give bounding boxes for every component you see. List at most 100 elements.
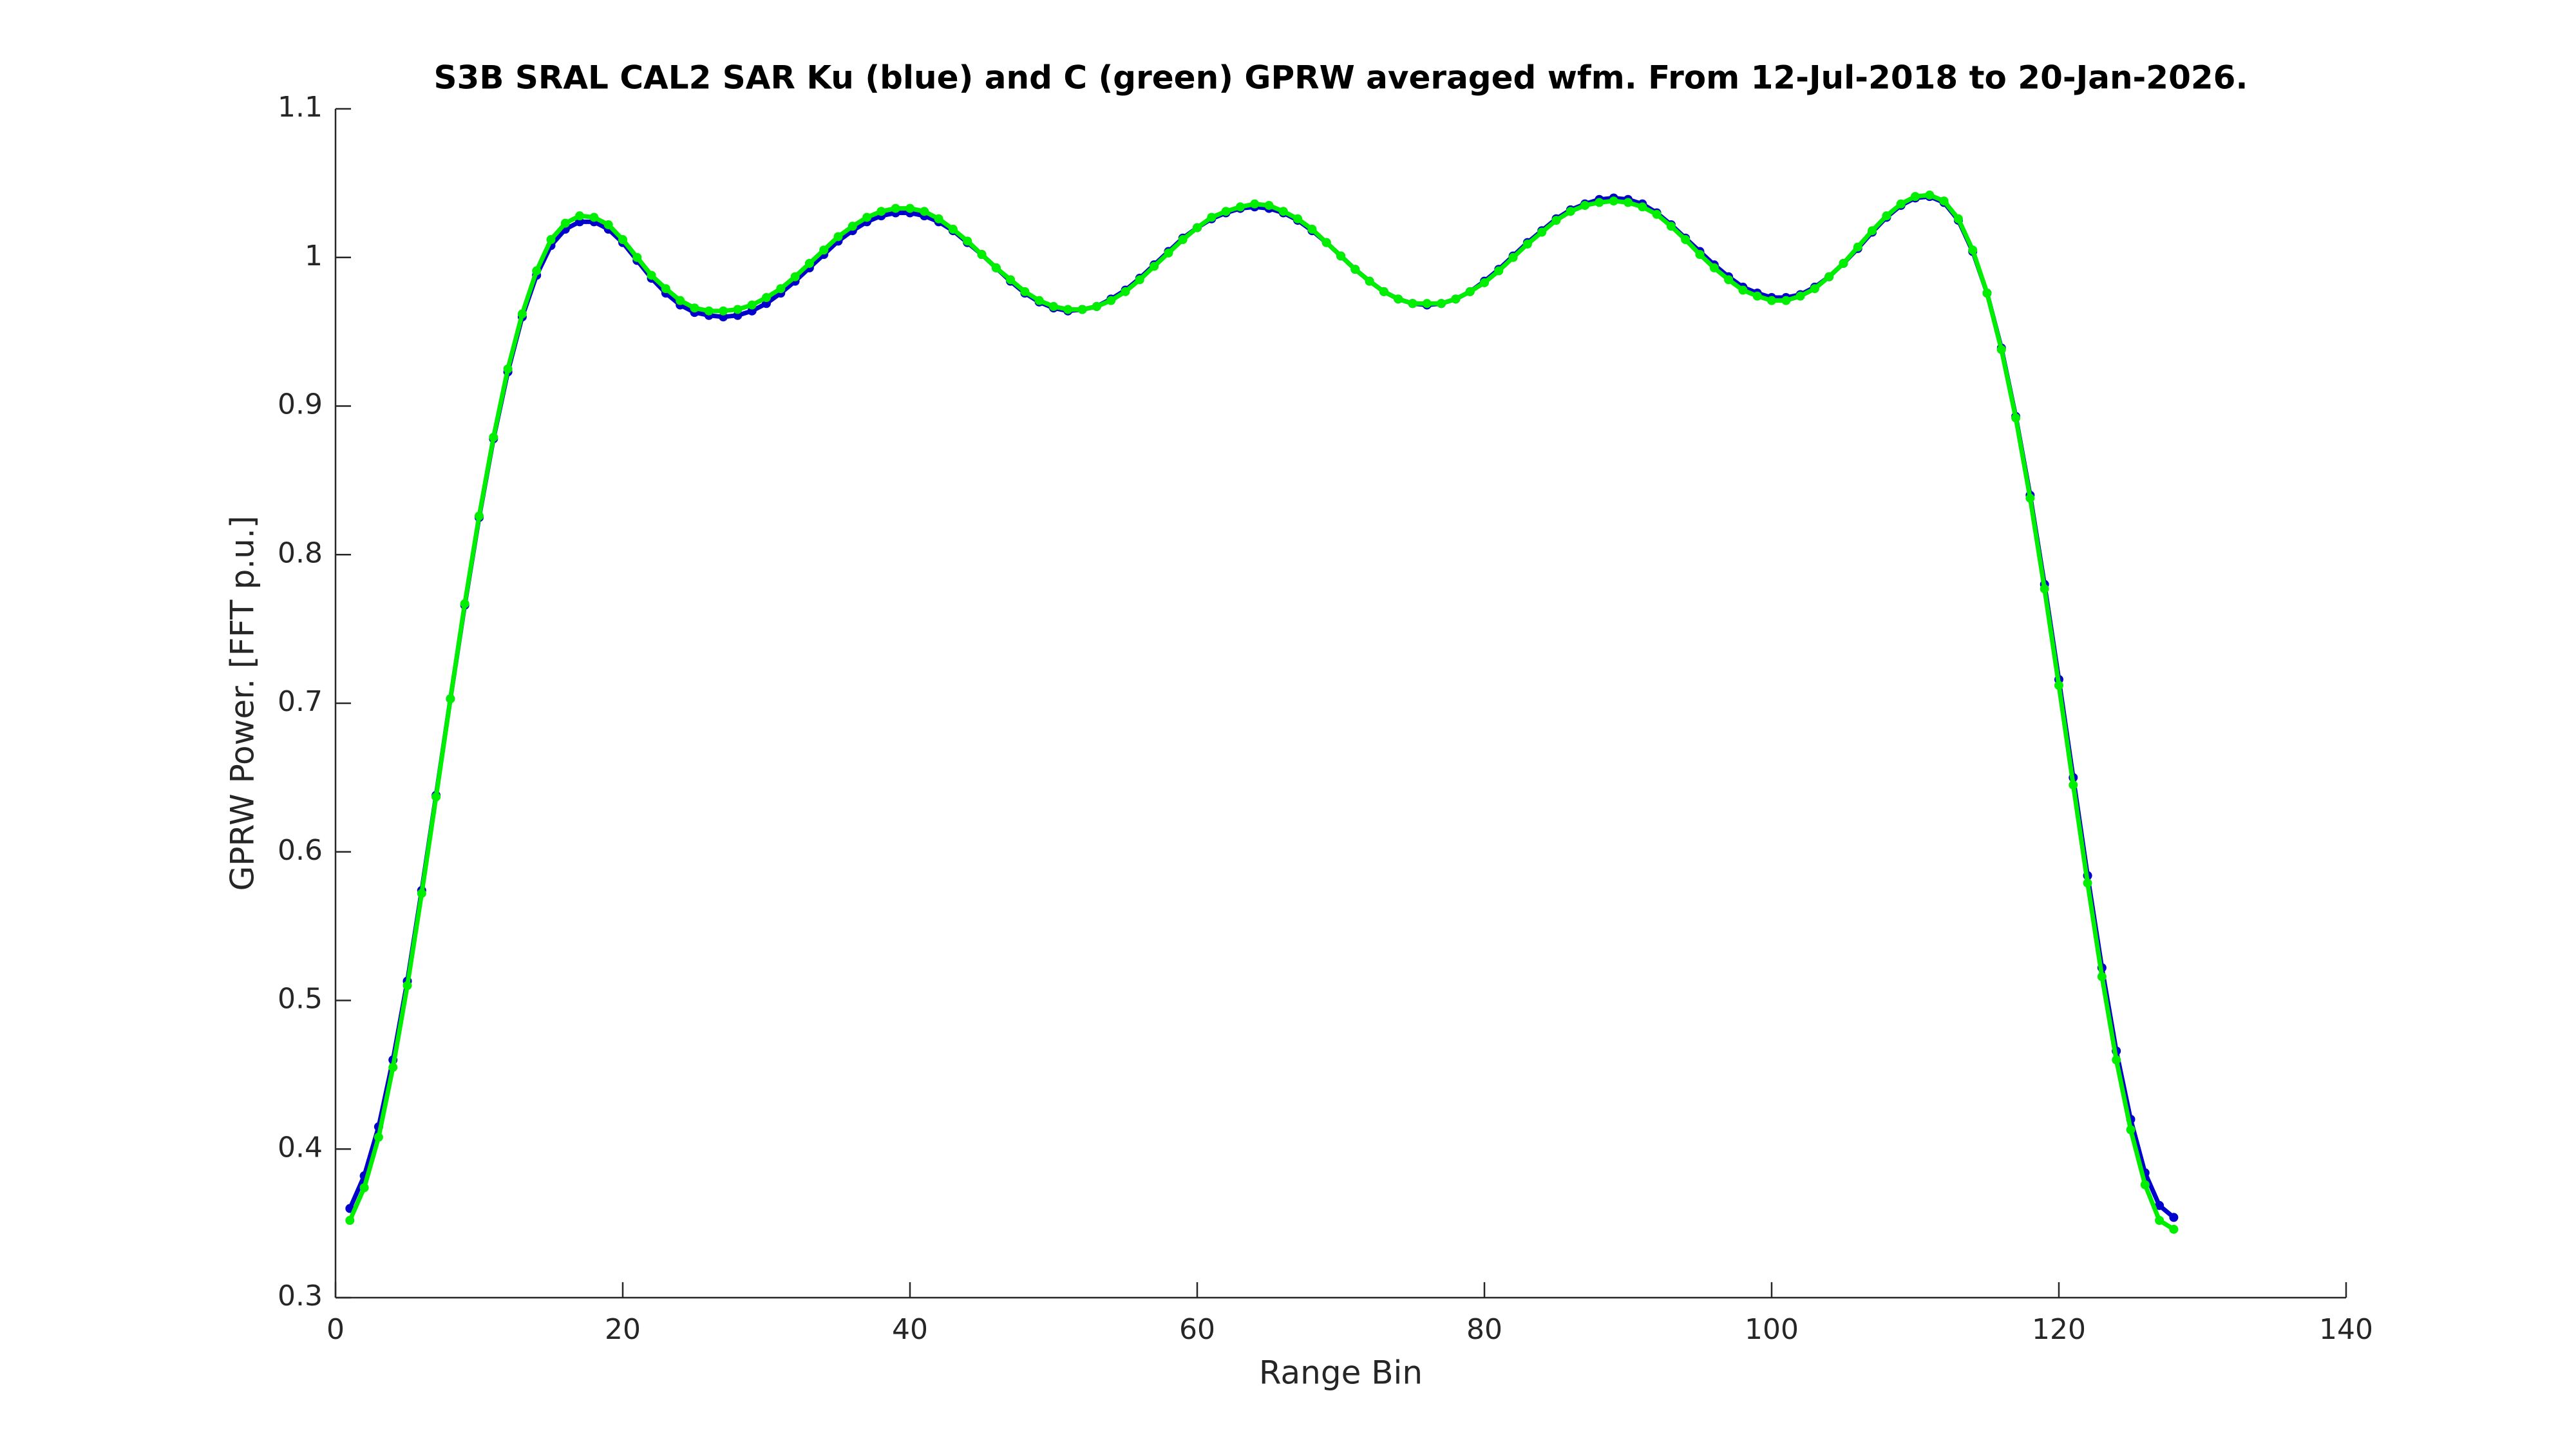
- chart-title: S3B SRAL CAL2 SAR Ku (blue) and C (green…: [434, 59, 2248, 97]
- point-marker: [1049, 301, 1058, 311]
- point-marker: [1135, 275, 1144, 285]
- point-marker: [1278, 207, 1288, 216]
- point-marker: [575, 211, 585, 221]
- point-marker: [431, 792, 441, 802]
- point-marker: [1953, 214, 1963, 223]
- point-marker: [1207, 213, 1217, 222]
- point-marker: [560, 218, 570, 228]
- point-marker: [733, 305, 743, 314]
- y-tick-label: 0.7: [278, 685, 323, 718]
- point-marker: [747, 300, 757, 310]
- point-marker: [1437, 299, 1446, 308]
- y-tick-label: 0.9: [278, 388, 323, 421]
- point-marker: [632, 252, 642, 262]
- point-marker: [2126, 1125, 2136, 1135]
- point-marker: [2155, 1216, 2164, 1226]
- point-marker: [546, 235, 556, 245]
- point-marker: [862, 213, 872, 222]
- point-marker: [1034, 296, 1044, 305]
- point-marker: [1480, 278, 1489, 287]
- y-tick-label: 0.3: [278, 1280, 323, 1312]
- point-marker: [1896, 199, 1906, 209]
- point-marker: [402, 981, 412, 990]
- point-marker: [1494, 266, 1504, 276]
- point-marker: [1681, 235, 1690, 245]
- point-marker: [1193, 223, 1202, 232]
- point-marker: [1006, 275, 1016, 285]
- point-marker: [1235, 202, 1245, 212]
- x-tick-label: 80: [1466, 1313, 1502, 1346]
- point-marker: [388, 1063, 398, 1072]
- point-marker: [819, 245, 829, 255]
- point-marker: [661, 284, 670, 294]
- point-marker: [1882, 211, 1891, 221]
- point-marker: [1638, 202, 1647, 212]
- point-marker: [489, 432, 498, 442]
- point-marker: [1508, 252, 1518, 262]
- point-marker: [2011, 413, 2021, 422]
- point-marker: [1422, 299, 1432, 308]
- point-marker: [1537, 227, 1547, 237]
- point-marker: [1264, 200, 1274, 210]
- point-marker: [1868, 226, 1877, 236]
- point-marker: [1595, 198, 1604, 207]
- point-marker: [963, 236, 972, 246]
- point-marker: [1939, 196, 1949, 206]
- point-marker: [647, 270, 656, 280]
- point-marker: [1968, 245, 1978, 255]
- x-tick-label: 0: [327, 1313, 345, 1346]
- point-marker: [2169, 1224, 2179, 1234]
- y-tick-label: 0.6: [278, 834, 323, 867]
- point-marker: [2040, 584, 2049, 594]
- point-marker: [2112, 1055, 2121, 1065]
- point-marker: [1810, 284, 1819, 294]
- point-marker: [1451, 294, 1461, 304]
- point-marker: [790, 272, 800, 281]
- point-marker: [1695, 250, 1705, 260]
- point-marker: [1092, 301, 1101, 311]
- point-marker: [446, 694, 455, 704]
- point-marker: [948, 224, 958, 234]
- point-marker: [1824, 272, 1834, 281]
- point-marker: [1408, 299, 1417, 308]
- point-marker: [2140, 1180, 2150, 1189]
- point-marker: [762, 293, 771, 303]
- point-marker: [1996, 345, 2006, 354]
- point-marker: [1365, 276, 1374, 286]
- point-marker: [776, 284, 786, 294]
- point-marker: [1853, 242, 1862, 252]
- point-marker: [1781, 296, 1791, 305]
- point-marker: [891, 204, 900, 213]
- point-marker: [1106, 296, 1116, 305]
- point-marker: [1580, 200, 1590, 210]
- point-marker: [2155, 1200, 2164, 1210]
- y-tick-label: 1: [305, 240, 323, 272]
- point-marker: [1925, 190, 1935, 200]
- point-marker: [1336, 251, 1345, 261]
- point-marker: [460, 599, 469, 609]
- point-marker: [848, 222, 857, 231]
- x-tick-label: 120: [2032, 1313, 2086, 1346]
- point-marker: [876, 207, 886, 216]
- point-marker: [676, 296, 685, 305]
- point-marker: [1121, 287, 1130, 296]
- point-marker: [1164, 248, 1173, 258]
- point-marker: [804, 258, 814, 268]
- point-marker: [1624, 198, 1633, 207]
- point-marker: [1150, 261, 1159, 271]
- point-marker: [1379, 287, 1388, 296]
- point-marker: [1911, 192, 1920, 202]
- point-marker: [1666, 222, 1676, 231]
- point-marker: [934, 214, 943, 223]
- x-axis-label: Range Bin: [1259, 1354, 1423, 1392]
- point-marker: [1394, 294, 1403, 304]
- x-tick-label: 140: [2319, 1313, 2373, 1346]
- x-tick-label: 20: [605, 1313, 641, 1346]
- point-marker: [1293, 214, 1303, 223]
- point-marker: [690, 303, 699, 313]
- point-marker: [2097, 972, 2107, 981]
- point-marker: [1465, 287, 1475, 296]
- y-tick-label: 0.5: [278, 983, 323, 1016]
- point-marker: [1063, 305, 1073, 314]
- point-marker: [1767, 296, 1776, 305]
